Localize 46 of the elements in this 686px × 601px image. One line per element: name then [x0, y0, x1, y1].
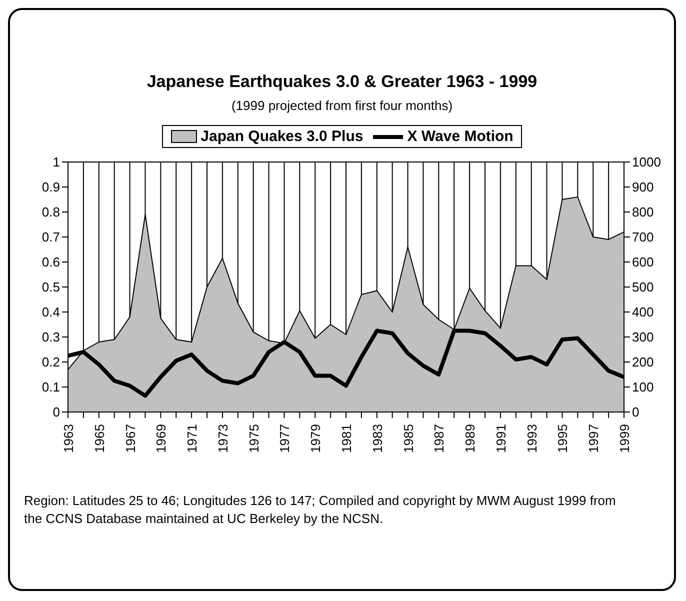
legend-label: Japan Quakes 3.0 Plus — [200, 128, 364, 145]
chart-title: Japanese Earthquakes 3.0 & Greater 1963 - 1999 — [146, 72, 538, 92]
x-tick-label: 1983 — [370, 424, 385, 453]
x-tick-label: 1985 — [400, 424, 416, 453]
y2-tick-label: 300 — [632, 330, 654, 345]
y2-tick-label: 500 — [632, 280, 654, 295]
y-tick-label: 0.3 — [42, 330, 60, 345]
x-tick-label: 1967 — [122, 424, 138, 453]
y-tick-label: 0.5 — [42, 280, 60, 295]
y-tick-label: 0.2 — [42, 354, 60, 370]
x-tick-label: 1997 — [586, 424, 602, 453]
y-tick-label: 0.9 — [42, 180, 60, 195]
chart-subtitle: (1999 projected from first four months) — [230, 98, 454, 113]
x-tick-label: 1977 — [277, 424, 292, 453]
legend-label: X Wave Motion — [407, 128, 514, 145]
x-tick-label: 1979 — [308, 424, 324, 453]
y-tick-label: 0 — [52, 404, 60, 420]
y-tick-label: 0.8 — [42, 204, 60, 220]
y2-tick-label: 1000 — [632, 154, 661, 170]
x-tick-label: 1971 — [184, 424, 200, 453]
y2-tick-label: 600 — [632, 254, 654, 270]
y-tick-label: 0.6 — [42, 254, 60, 270]
y2-tick-label: 800 — [632, 204, 654, 220]
text: Region: Latitudes 25 to 46; Longitudes 126 to 147; Compiled and copyright by MWM August 1999 from the CCNS Database maintained at UC Berkeley by the NCSN. — [24, 492, 617, 528]
x-tick-label: 1999 — [617, 424, 632, 453]
y2-tick-label: 400 — [632, 304, 654, 320]
x-tick-label: 1975 — [246, 424, 262, 453]
x-tick-label: 1963 — [61, 424, 76, 453]
y2-tick-label: 900 — [632, 180, 654, 195]
x-tick-label: 1969 — [154, 424, 169, 453]
x-tick-label: 1991 — [493, 424, 508, 453]
y-tick-label: 0.7 — [42, 230, 60, 245]
y-tick-label: 0.1 — [42, 380, 60, 395]
y2-tick-label: 0 — [632, 404, 640, 420]
y-tick-label: 1 — [52, 154, 60, 170]
x-tick-label: 1995 — [555, 424, 570, 453]
x-tick-label: 1965 — [92, 424, 107, 453]
y-tick-label: 0.4 — [42, 304, 60, 320]
y2-tick-label: 700 — [632, 230, 654, 245]
x-tick-label: 1989 — [462, 424, 478, 453]
y2-tick-label: 100 — [632, 380, 654, 395]
x-tick-label: 1993 — [524, 424, 540, 453]
y2-tick-label: 200 — [632, 354, 654, 370]
x-tick-label: 1981 — [339, 424, 354, 453]
x-tick-label: 1987 — [432, 424, 447, 453]
x-tick-label: 1973 — [215, 424, 230, 453]
